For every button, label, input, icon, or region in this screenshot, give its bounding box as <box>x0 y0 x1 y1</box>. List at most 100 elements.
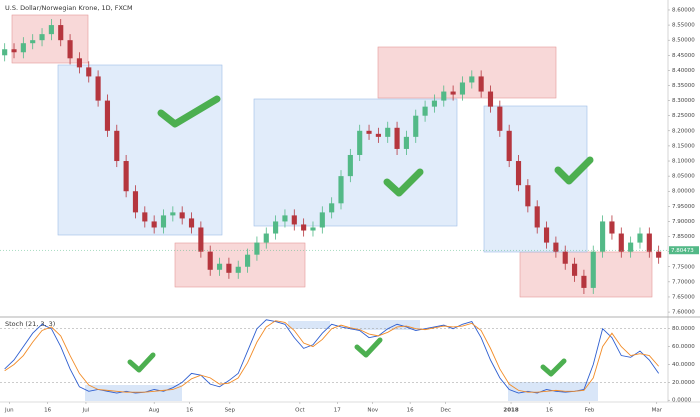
candle-body <box>132 191 139 213</box>
candle-body <box>235 266 241 273</box>
x-tick-label: Oct <box>295 408 305 414</box>
candle-body <box>207 251 213 270</box>
zones <box>11 14 653 401</box>
x-tick-label: 16 <box>407 408 414 414</box>
x-tick-label: Dec <box>440 408 451 414</box>
zone <box>519 251 653 298</box>
candle-body <box>525 185 531 207</box>
y-tick-label: 8.30000 <box>672 98 695 104</box>
candle-body <box>67 40 73 59</box>
y-tick-label: 8.50000 <box>672 38 695 44</box>
candle-body <box>104 100 111 131</box>
candle-body <box>39 34 45 41</box>
y-tick-label: 0.0000 <box>672 398 692 404</box>
y-tick-label: 7.75000 <box>672 264 695 270</box>
y-tick-label: 8.60000 <box>672 7 695 13</box>
y-tick-label: 8.35000 <box>672 83 695 89</box>
x-tick-label: Sep <box>225 408 236 414</box>
series-line <box>4 320 659 393</box>
candle-body <box>609 221 615 234</box>
candle-body <box>385 127 391 137</box>
candle-body <box>20 43 26 53</box>
candle-body <box>431 100 438 107</box>
candle-body <box>160 215 167 228</box>
candle-body <box>403 136 409 149</box>
zone <box>508 382 598 401</box>
candle-body <box>347 154 353 177</box>
y-tick-label: 7.70000 <box>672 279 695 285</box>
x-tick-label: 16 <box>186 408 193 414</box>
candle-body <box>319 212 325 228</box>
y-tick-label: 8.55000 <box>672 23 695 29</box>
candle-body <box>329 203 335 213</box>
candle-body <box>114 130 120 162</box>
candle-body <box>338 176 344 204</box>
candle-body <box>422 106 428 116</box>
candle-body <box>553 242 559 252</box>
candle-body <box>245 254 251 267</box>
plot <box>0 19 668 394</box>
candle-body <box>301 224 307 231</box>
candle-body <box>515 161 522 186</box>
y-tick-label: 8.05000 <box>672 174 695 180</box>
candle-body <box>11 49 17 53</box>
candle-body <box>600 221 606 252</box>
y-tick-label: 7.65000 <box>672 294 695 300</box>
zone <box>377 46 557 99</box>
zone <box>57 64 223 236</box>
candle-body <box>76 58 82 68</box>
candle-body <box>562 251 568 264</box>
candle-body <box>497 106 503 131</box>
candle-body <box>273 221 279 234</box>
candle-body <box>628 242 634 252</box>
checkmark <box>554 156 594 185</box>
candle-body <box>478 76 484 92</box>
checkmark <box>383 168 424 197</box>
x-tick-label: Mar <box>652 408 663 414</box>
x-tick-label: Nov <box>367 408 378 414</box>
checkmark <box>540 358 567 377</box>
y-tick-label: 20.0000 <box>672 380 695 386</box>
x-tick-label: Aug <box>149 408 160 414</box>
candle-body <box>179 212 185 219</box>
y-tick-label: 8.10000 <box>672 159 695 165</box>
candle-body <box>2 49 8 56</box>
candle-body <box>656 251 662 258</box>
candle-body <box>95 76 101 101</box>
candle-body <box>366 130 372 134</box>
chart-title: U.S. Dollar/Norwegian Krone, 1D, FXCM <box>5 4 133 12</box>
candle-body <box>357 130 363 155</box>
candle-body <box>637 233 643 243</box>
candle-body <box>254 242 260 255</box>
candle-body <box>646 233 652 252</box>
candle-body <box>151 221 157 228</box>
candle-body <box>188 218 195 228</box>
checkmark <box>157 95 221 128</box>
checkmarks <box>127 95 594 377</box>
candle-body <box>618 233 624 252</box>
y-tick-label: 60.0000 <box>672 344 695 350</box>
indicator-title: Stoch (21, 3, 3) <box>5 320 55 328</box>
zone <box>350 320 420 330</box>
candle-body <box>590 251 596 288</box>
candle-body <box>394 127 400 149</box>
candle-body <box>459 82 466 95</box>
candle-body <box>487 91 494 107</box>
last-price-label: 7.80473 <box>671 248 694 254</box>
candle-body <box>310 227 316 231</box>
candle-body <box>30 40 36 44</box>
y-tick-label: 80.0000 <box>672 326 695 332</box>
y-tick-label: 8.40000 <box>672 68 695 74</box>
y-tick-label: 7.95000 <box>672 204 695 210</box>
checkmark <box>354 337 383 358</box>
x-tick-label: Jun <box>4 408 14 414</box>
zone <box>11 14 89 64</box>
candle-body <box>469 76 475 83</box>
x-tick-label: 2018 <box>503 408 518 414</box>
candle-body <box>572 263 578 276</box>
x-tick-label: 17 <box>334 408 341 414</box>
candle-body <box>534 206 540 228</box>
candle-body <box>198 227 204 252</box>
x-tick-label: 16 <box>546 408 553 414</box>
